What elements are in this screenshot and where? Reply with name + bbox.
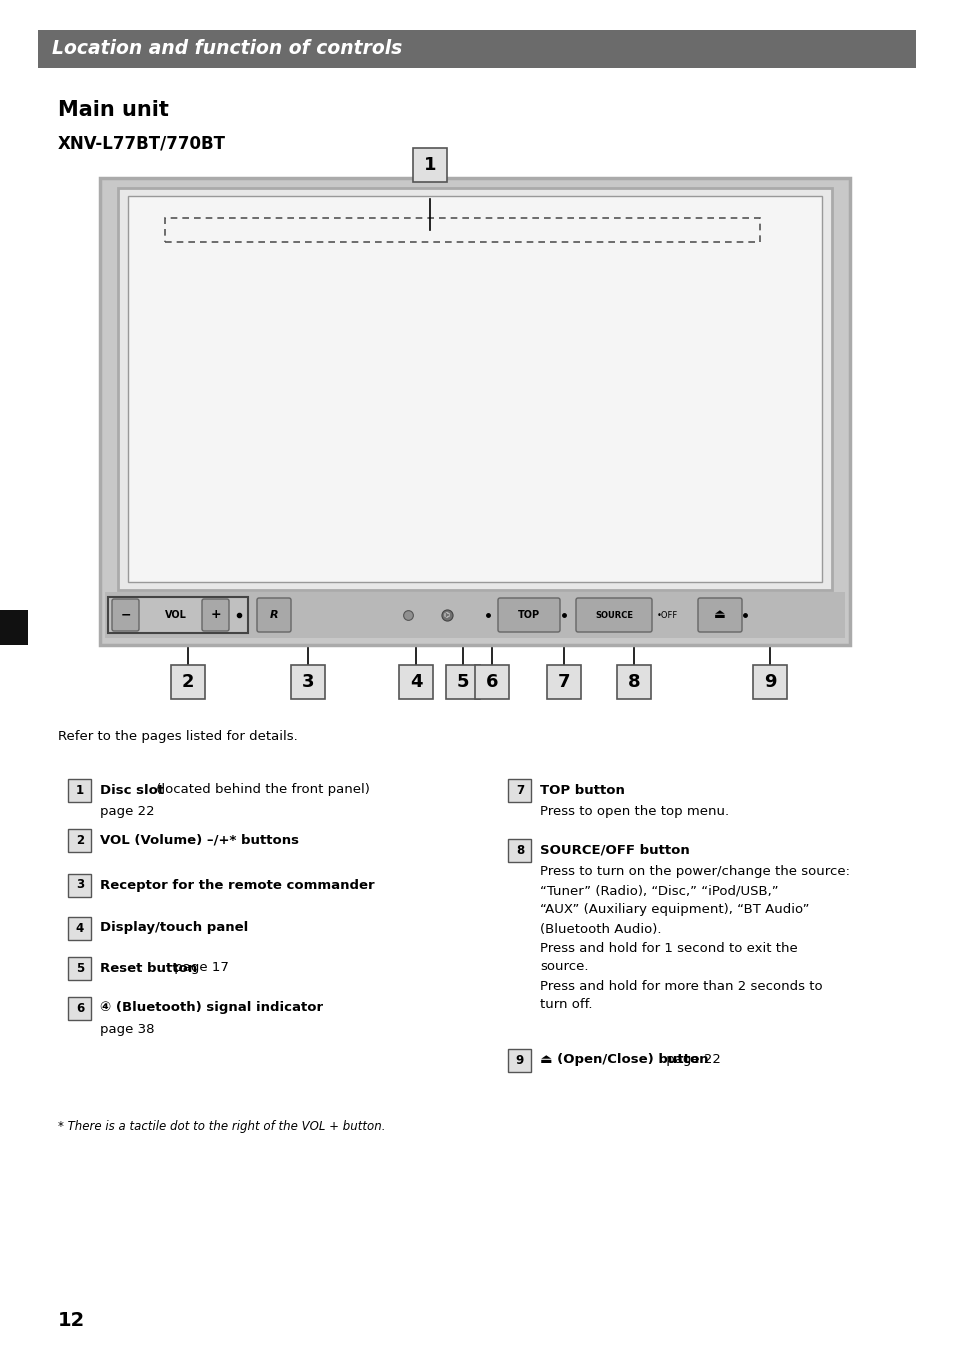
Text: Display/touch panel: Display/touch panel xyxy=(100,922,248,934)
Text: 2: 2 xyxy=(76,833,84,846)
Text: SOURCE/OFF button: SOURCE/OFF button xyxy=(539,844,689,857)
FancyBboxPatch shape xyxy=(69,956,91,979)
Text: page 38: page 38 xyxy=(100,1023,154,1037)
Text: Press to turn on the power/change the source:: Press to turn on the power/change the so… xyxy=(539,865,849,879)
FancyBboxPatch shape xyxy=(497,598,559,631)
Text: −: − xyxy=(120,608,131,622)
Text: 8: 8 xyxy=(627,673,639,691)
Text: 2: 2 xyxy=(182,673,194,691)
Text: TOP: TOP xyxy=(517,610,539,621)
Text: ⏏ (Open/Close) button: ⏏ (Open/Close) button xyxy=(539,1053,708,1067)
Text: 4: 4 xyxy=(76,922,84,934)
FancyBboxPatch shape xyxy=(752,665,786,699)
FancyBboxPatch shape xyxy=(38,30,915,68)
FancyBboxPatch shape xyxy=(112,599,139,631)
FancyBboxPatch shape xyxy=(0,610,28,645)
Text: Press to open the top menu.: Press to open the top menu. xyxy=(539,806,728,818)
FancyBboxPatch shape xyxy=(617,665,650,699)
FancyBboxPatch shape xyxy=(508,779,531,802)
FancyBboxPatch shape xyxy=(69,873,91,896)
FancyBboxPatch shape xyxy=(108,598,248,633)
FancyBboxPatch shape xyxy=(69,829,91,852)
Text: 1: 1 xyxy=(76,784,84,796)
Text: “AUX” (Auxiliary equipment), “BT Audio”: “AUX” (Auxiliary equipment), “BT Audio” xyxy=(539,903,809,917)
Text: 12: 12 xyxy=(58,1310,85,1329)
Text: 4: 4 xyxy=(410,673,422,691)
Text: SOURCE: SOURCE xyxy=(595,611,633,619)
FancyBboxPatch shape xyxy=(698,598,741,631)
FancyBboxPatch shape xyxy=(413,147,447,183)
Text: Refer to the pages listed for details.: Refer to the pages listed for details. xyxy=(58,730,297,744)
FancyBboxPatch shape xyxy=(105,592,844,638)
FancyBboxPatch shape xyxy=(475,665,509,699)
FancyBboxPatch shape xyxy=(446,665,479,699)
Text: page 17: page 17 xyxy=(170,961,228,975)
Text: “Tuner” (Radio), “Disc,” “iPod/USB,”: “Tuner” (Radio), “Disc,” “iPod/USB,” xyxy=(539,884,778,898)
Text: 6: 6 xyxy=(485,673,497,691)
Text: Disc slot: Disc slot xyxy=(100,784,164,796)
Text: 8: 8 xyxy=(516,844,523,857)
Text: TOP button: TOP button xyxy=(539,784,624,796)
Text: VOL (Volume) –/+* buttons: VOL (Volume) –/+* buttons xyxy=(100,833,298,846)
Text: page 22: page 22 xyxy=(661,1053,720,1067)
FancyBboxPatch shape xyxy=(128,196,821,581)
FancyBboxPatch shape xyxy=(118,188,831,589)
FancyBboxPatch shape xyxy=(398,665,433,699)
FancyBboxPatch shape xyxy=(69,917,91,940)
Text: (located behind the front panel): (located behind the front panel) xyxy=(152,784,370,796)
FancyBboxPatch shape xyxy=(256,598,291,631)
Text: 1: 1 xyxy=(423,155,436,174)
Text: ⌬: ⌬ xyxy=(443,612,450,618)
Text: Press and hold for 1 second to exit the: Press and hold for 1 second to exit the xyxy=(539,941,797,955)
Text: 7: 7 xyxy=(558,673,570,691)
Text: 5: 5 xyxy=(76,961,84,975)
Text: Location and function of controls: Location and function of controls xyxy=(52,39,402,58)
FancyBboxPatch shape xyxy=(69,779,91,802)
Text: 9: 9 xyxy=(763,673,776,691)
Text: 5: 5 xyxy=(456,673,469,691)
FancyBboxPatch shape xyxy=(576,598,651,631)
Text: 7: 7 xyxy=(516,784,523,796)
FancyBboxPatch shape xyxy=(100,178,849,645)
Text: XNV-L77BT/770BT: XNV-L77BT/770BT xyxy=(58,135,226,153)
Text: ⏏: ⏏ xyxy=(714,608,725,622)
Text: (Bluetooth Audio).: (Bluetooth Audio). xyxy=(539,922,660,936)
FancyBboxPatch shape xyxy=(508,838,531,861)
FancyBboxPatch shape xyxy=(202,599,229,631)
Text: Press and hold for more than 2 seconds to: Press and hold for more than 2 seconds t… xyxy=(539,979,821,992)
Text: source.: source. xyxy=(539,960,588,973)
Text: Reset button: Reset button xyxy=(100,961,197,975)
FancyBboxPatch shape xyxy=(546,665,580,699)
Text: Main unit: Main unit xyxy=(58,100,169,120)
Text: VOL: VOL xyxy=(164,610,186,621)
Text: •OFF: •OFF xyxy=(657,611,678,619)
Text: +: + xyxy=(210,608,220,622)
Text: Receptor for the remote commander: Receptor for the remote commander xyxy=(100,879,375,891)
Text: 6: 6 xyxy=(76,1002,84,1014)
FancyBboxPatch shape xyxy=(171,665,205,699)
Text: 9: 9 xyxy=(516,1053,523,1067)
FancyBboxPatch shape xyxy=(291,665,325,699)
FancyBboxPatch shape xyxy=(508,1049,531,1072)
Text: 3: 3 xyxy=(301,673,314,691)
Text: * There is a tactile dot to the right of the VOL + button.: * There is a tactile dot to the right of… xyxy=(58,1119,385,1133)
Text: R: R xyxy=(270,610,278,621)
Text: page 22: page 22 xyxy=(100,806,154,818)
Text: turn off.: turn off. xyxy=(539,999,592,1011)
Text: ④ (Bluetooth) signal indicator: ④ (Bluetooth) signal indicator xyxy=(100,1002,323,1014)
FancyBboxPatch shape xyxy=(69,996,91,1019)
Text: 3: 3 xyxy=(76,879,84,891)
